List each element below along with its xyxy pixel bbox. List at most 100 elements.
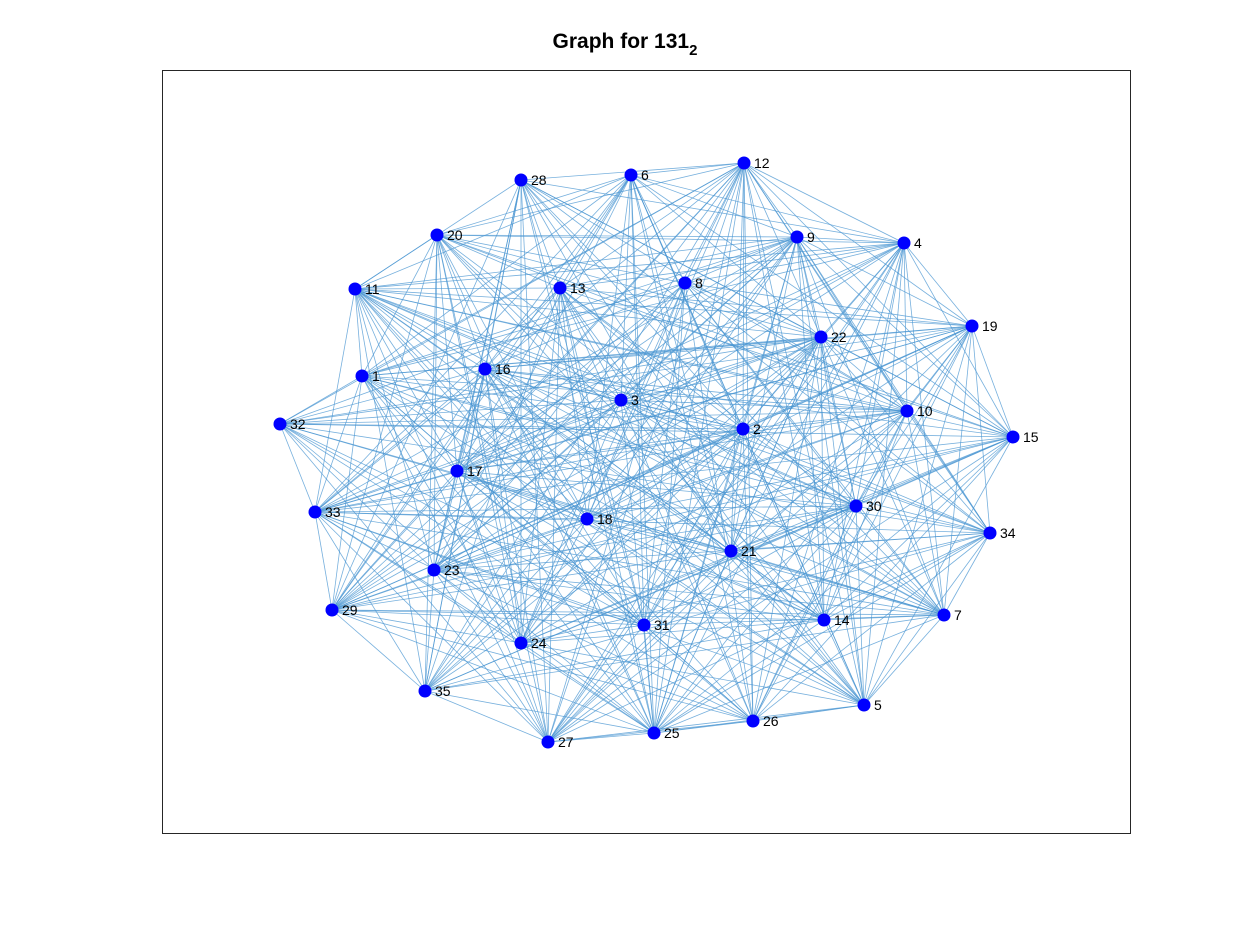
node-label-6: 6: [641, 167, 649, 183]
graph-edge: [586, 336, 822, 520]
graph-edge: [433, 569, 825, 621]
node-label-24: 24: [531, 635, 547, 651]
graph-edge: [903, 242, 945, 616]
graph-edge: [863, 614, 945, 706]
graph-edge: [433, 236, 798, 571]
graph-edge: [331, 609, 645, 626]
graph-edge: [314, 511, 655, 734]
graph-edge: [943, 325, 973, 616]
graph-edge: [653, 236, 798, 734]
graph-node-14: [817, 613, 831, 627]
graph-node-10: [900, 404, 914, 418]
graph-edge: [520, 179, 549, 743]
axes-frame: [162, 70, 1131, 834]
node-label-34: 34: [1000, 525, 1016, 541]
graph-edge: [331, 174, 632, 611]
graph-edge: [279, 325, 973, 425]
graph-edge: [354, 288, 825, 621]
graph-edge: [547, 410, 908, 743]
graph-edge: [796, 236, 825, 621]
graph-edge: [684, 282, 857, 507]
graph-edge: [361, 336, 822, 377]
graph-edge: [906, 410, 945, 616]
graph-edge: [456, 174, 632, 472]
graph-edge: [643, 336, 822, 626]
graph-edge: [484, 325, 973, 370]
graph-edge: [331, 375, 363, 611]
graph-edge: [424, 336, 822, 692]
graph-edge: [547, 532, 991, 743]
graph-edge: [331, 550, 732, 611]
graph-edge: [433, 179, 522, 571]
graph-edge: [520, 179, 825, 621]
node-label-25: 25: [664, 725, 680, 741]
graph-node-18: [580, 512, 594, 526]
graph-edge: [630, 174, 655, 734]
graph-edge: [433, 174, 632, 571]
graph-edge: [547, 436, 1014, 743]
graph-edge: [436, 234, 655, 734]
graph-edge: [331, 609, 522, 644]
graph-edge: [823, 325, 973, 621]
graph-edge: [433, 436, 1014, 571]
graph-node-31: [637, 618, 651, 632]
graph-edge: [331, 609, 945, 616]
graph-edge: [456, 470, 588, 520]
graph-edge: [684, 282, 991, 534]
graph-node-23: [427, 563, 441, 577]
graph-edge: [433, 569, 645, 626]
node-label-8: 8: [695, 275, 703, 291]
graph-edge: [653, 505, 857, 734]
graph-edge: [331, 336, 822, 611]
graph-edge: [279, 423, 316, 513]
graph-edge: [752, 704, 865, 722]
graph-edge: [433, 569, 549, 743]
graph-edge: [820, 336, 991, 534]
graph-edge: [742, 428, 991, 534]
node-label-29: 29: [342, 602, 358, 618]
graph-edge: [433, 336, 822, 571]
graph-edge: [424, 619, 825, 692]
graph-edge: [520, 428, 744, 644]
graph-node-21: [724, 544, 738, 558]
graph-edge: [433, 505, 857, 571]
graph-edge: [684, 282, 754, 722]
node-label-27: 27: [558, 734, 574, 750]
graph-edge: [361, 375, 522, 644]
graph-edge: [484, 368, 1014, 438]
graph-edge: [361, 375, 458, 472]
graph-node-22: [814, 330, 828, 344]
graph-edge: [730, 505, 857, 552]
graph-edge: [331, 609, 825, 621]
graph-edge: [742, 410, 908, 430]
graph-edge: [354, 288, 822, 338]
graph-edge: [630, 174, 822, 338]
graph-edge: [314, 505, 857, 513]
node-label-11: 11: [365, 281, 380, 297]
node-label-23: 23: [444, 562, 460, 578]
graph-edge: [436, 162, 745, 236]
graph-node-32: [273, 417, 287, 431]
node-label-33: 33: [325, 504, 341, 520]
graph-edge: [547, 282, 686, 743]
graph-edge: [752, 336, 822, 722]
graph-edge: [653, 614, 945, 734]
graph-edge: [520, 642, 754, 722]
graph-edge: [863, 532, 991, 706]
graph-edge: [855, 325, 973, 507]
graph-node-7: [937, 608, 951, 622]
graph-edge: [752, 532, 991, 722]
graph-edge: [484, 368, 522, 644]
graph-edge: [520, 399, 622, 644]
graph-edge: [547, 336, 822, 743]
graph-edge: [436, 234, 686, 284]
graph-edge: [752, 436, 1014, 722]
node-label-31: 31: [654, 617, 670, 633]
graph-edge: [314, 336, 822, 513]
graph-edge: [436, 234, 822, 338]
graph-edge: [279, 368, 486, 425]
graph-node-4: [897, 236, 911, 250]
graph-edge: [653, 325, 973, 734]
labels-layer: 1234567891011121314151617181920212223242…: [290, 155, 1039, 750]
graph-edge: [424, 505, 857, 692]
